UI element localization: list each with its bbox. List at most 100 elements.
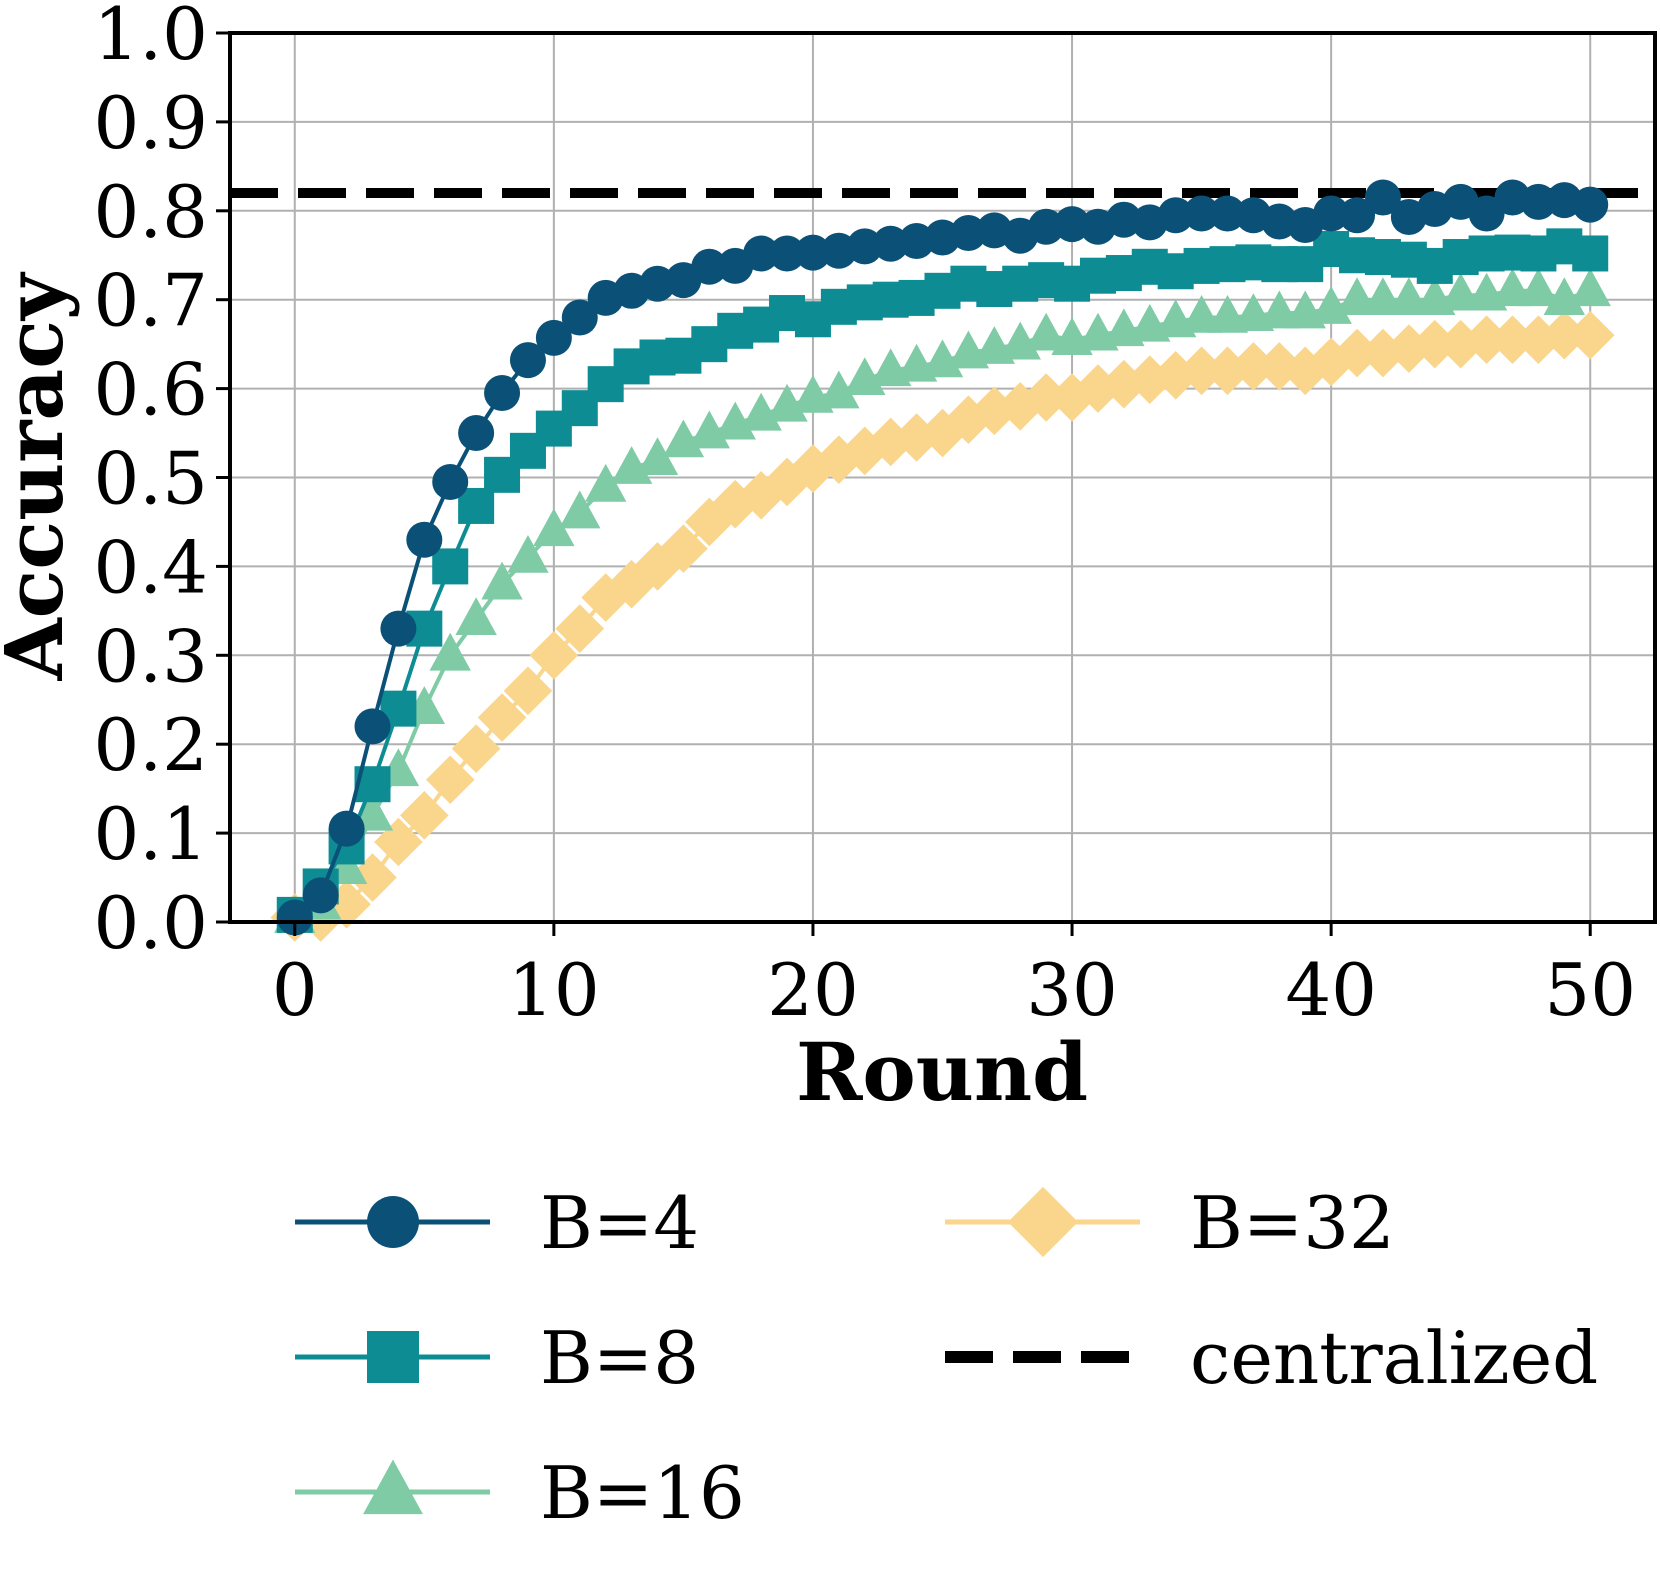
y-tick-label: 0.6 (93, 348, 208, 432)
data-point-b16 (1180, 294, 1223, 333)
data-point-b4 (794, 234, 831, 271)
data-point-b16 (1258, 290, 1301, 329)
data-point-b32 (425, 755, 475, 805)
data-point-b4 (380, 610, 417, 647)
x-tick-label: 0 (272, 948, 318, 1032)
data-point-b4 (432, 463, 469, 500)
data-point-b32 (1229, 342, 1278, 391)
y-tick-label: 0.1 (93, 792, 208, 876)
data-point-b4 (1468, 195, 1505, 232)
data-point-b4 (1209, 195, 1246, 232)
data-point-b4 (276, 899, 313, 936)
data-point-b32 (1488, 315, 1537, 365)
legend-label: B=16 (540, 1451, 745, 1535)
legend-label: B=8 (540, 1316, 699, 1400)
data-point-b4 (509, 342, 546, 379)
legend-label: B=32 (1190, 1181, 1395, 1265)
data-point-b16 (429, 632, 471, 671)
data-point-b4 (1520, 183, 1557, 220)
data-point-b4 (1572, 186, 1609, 223)
data-point-b16 (481, 561, 523, 600)
data-point-b4 (743, 235, 780, 272)
y-tick-label: 0.8 (93, 170, 208, 254)
x-axis-label: Round (796, 1025, 1088, 1119)
data-point-b4 (406, 521, 443, 558)
data-series (270, 179, 1615, 942)
data-point-b4 (950, 215, 987, 252)
data-point-b32 (348, 853, 397, 902)
x-tick-label: 40 (1285, 948, 1377, 1032)
data-point-b4 (1028, 208, 1065, 245)
x-tick-label: 30 (1026, 948, 1118, 1032)
y-tick-label: 0.9 (93, 81, 208, 165)
data-point-b16 (1388, 277, 1430, 315)
legend-entry-b32: B=32 (945, 1181, 1395, 1265)
series-b4 (276, 179, 1609, 936)
data-point-b16 (533, 508, 575, 547)
legend-entry-b16: B=16 (295, 1451, 745, 1535)
legend-marker (363, 1459, 423, 1515)
data-point-b32 (814, 435, 864, 485)
data-point-b16 (507, 535, 549, 573)
x-tick-label: 20 (767, 948, 859, 1032)
data-point-b32 (1021, 373, 1071, 422)
data-point-b16 (559, 490, 601, 529)
data-point-b32 (1332, 328, 1382, 378)
data-point-b16 (1336, 277, 1378, 315)
data-point-b16 (1362, 277, 1404, 315)
data-point-b4 (872, 225, 909, 262)
data-point-b4 (1339, 197, 1376, 234)
data-point-b4 (484, 375, 521, 412)
data-point-b16 (455, 597, 497, 636)
legend: B=4 B=8 B=16 B=32 centralized (295, 1181, 1598, 1535)
data-point-b16 (1491, 268, 1534, 307)
data-point-b4 (302, 877, 339, 914)
y-tick-label: 0.2 (93, 703, 208, 787)
data-point-b8 (432, 548, 469, 585)
data-point-b4 (846, 228, 883, 265)
y-axis-label: Accuracy (0, 271, 81, 681)
legend-entry-centralized: centralized (945, 1316, 1598, 1400)
data-point-b16 (1569, 268, 1611, 307)
data-point-b32 (659, 524, 708, 573)
data-point-b32 (1177, 346, 1226, 396)
data-point-b4 (1157, 197, 1194, 234)
data-point-b4 (769, 235, 806, 272)
legend-entry-b8: B=8 (295, 1316, 699, 1400)
axis-ticks: 0 10 20 30 40 50 0.00.10.20.30.40.50.60.70.80.… (93, 0, 1636, 1032)
data-point-b32 (1410, 319, 1460, 369)
data-point-b32 (736, 470, 786, 520)
data-point-b32 (633, 542, 682, 591)
data-point-b8 (458, 487, 495, 524)
legend-entry-b4: B=4 (295, 1181, 699, 1265)
data-point-b32 (1151, 350, 1200, 400)
y-tick-label: 0.0 (93, 881, 208, 965)
data-point-b32 (529, 631, 579, 680)
legend-label: B=4 (540, 1181, 699, 1265)
data-point-b16 (1439, 272, 1482, 311)
data-point-b32 (918, 408, 967, 458)
legend-marker (367, 1196, 419, 1248)
data-point-b32 (477, 693, 527, 742)
data-point-b16 (818, 370, 860, 409)
data-point-b4 (328, 810, 365, 847)
data-point-b32 (555, 604, 605, 653)
legend-marker (367, 1331, 419, 1383)
data-point-b4 (1054, 206, 1091, 243)
data-point-b16 (584, 463, 627, 502)
data-point-b4 (691, 248, 728, 285)
data-point-b32 (503, 666, 553, 716)
legend-marker (1007, 1186, 1079, 1258)
data-point-b32 (1462, 315, 1511, 365)
y-tick-label: 0.7 (93, 259, 208, 343)
data-point-b4 (1105, 201, 1142, 238)
data-point-b16 (1517, 268, 1560, 307)
data-point-b4 (535, 319, 572, 356)
y-tick-label: 0.3 (93, 614, 208, 698)
data-point-b32 (1565, 310, 1615, 360)
data-point-b4 (1183, 195, 1220, 232)
data-point-b32 (1203, 346, 1252, 396)
data-point-b32 (451, 724, 501, 773)
x-tick-label: 50 (1544, 948, 1636, 1032)
